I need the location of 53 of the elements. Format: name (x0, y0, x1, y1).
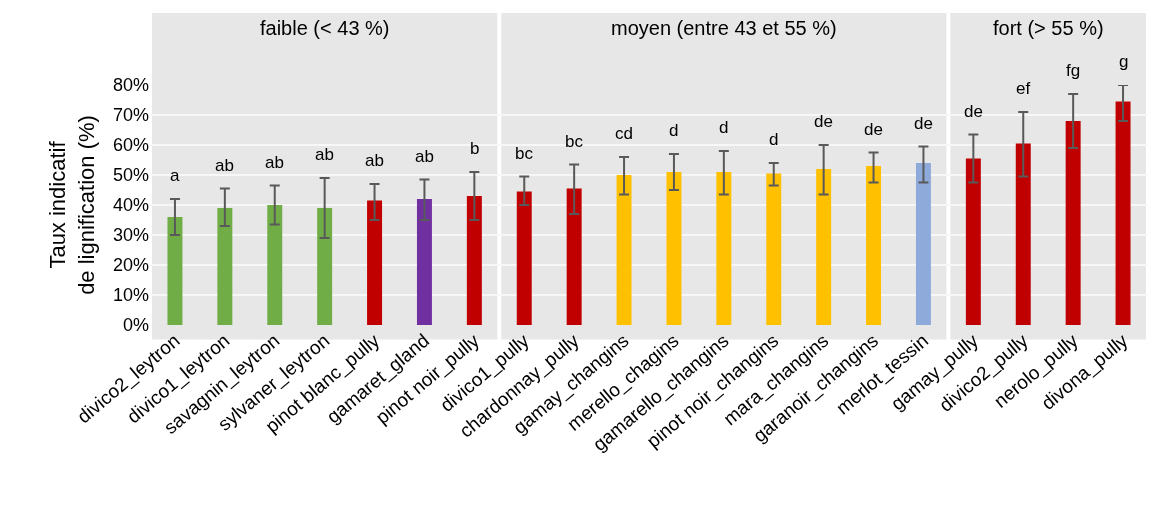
data-label: ef (1016, 79, 1031, 98)
data-label: d (769, 130, 779, 149)
data-label: d (669, 121, 679, 140)
y-tick-label: 10% (112, 285, 149, 306)
data-label: ab (215, 156, 234, 175)
y-tick-label: 60% (112, 135, 149, 156)
bar (1015, 143, 1031, 325)
bar (616, 175, 632, 325)
data-label: g (1119, 52, 1129, 71)
bar (466, 196, 482, 325)
data-label: d (719, 118, 729, 137)
data-label: fg (1066, 61, 1081, 80)
bar (1065, 121, 1081, 325)
bar (1115, 101, 1131, 325)
data-label: a (170, 166, 180, 185)
data-label: ab (315, 145, 334, 164)
bar (816, 169, 832, 325)
bar (716, 172, 732, 325)
data-label: ab (365, 151, 384, 170)
band-label: moyen (entre 43 et 55 %) (611, 17, 837, 39)
bar (367, 200, 383, 325)
data-label: de (914, 114, 933, 133)
data-label: de (964, 102, 983, 121)
bar (217, 208, 233, 325)
band-label: faible (< 43 %) (260, 17, 390, 39)
data-label: ab (265, 153, 284, 172)
y-tick-label: 30% (112, 225, 149, 246)
data-label: cd (615, 124, 633, 143)
bar (566, 188, 582, 325)
bar (666, 172, 682, 325)
y-tick-label: 20% (112, 255, 149, 276)
data-label: de (814, 112, 833, 131)
bar (965, 158, 981, 325)
y-tick-label: 80% (112, 75, 149, 96)
bar (416, 199, 432, 325)
data-label: bc (515, 144, 534, 163)
y-tick-label: 40% (112, 195, 149, 216)
bar (267, 205, 283, 325)
band-label: fort (> 55 %) (993, 17, 1104, 39)
data-label: ab (415, 147, 434, 166)
y-axis-title: Taux indicatif de lignification (%) (45, 115, 99, 295)
y-tick-label: 50% (112, 165, 149, 186)
bar (317, 208, 333, 325)
y-tick-label: 70% (112, 105, 149, 126)
bar (915, 163, 931, 325)
bar (516, 191, 532, 325)
data-label: bc (565, 132, 584, 151)
bar (766, 173, 782, 325)
y-tick-label: 0% (122, 315, 149, 336)
bar (866, 166, 882, 325)
bar (167, 217, 183, 325)
data-label: b (470, 139, 480, 158)
data-label: de (864, 120, 883, 139)
